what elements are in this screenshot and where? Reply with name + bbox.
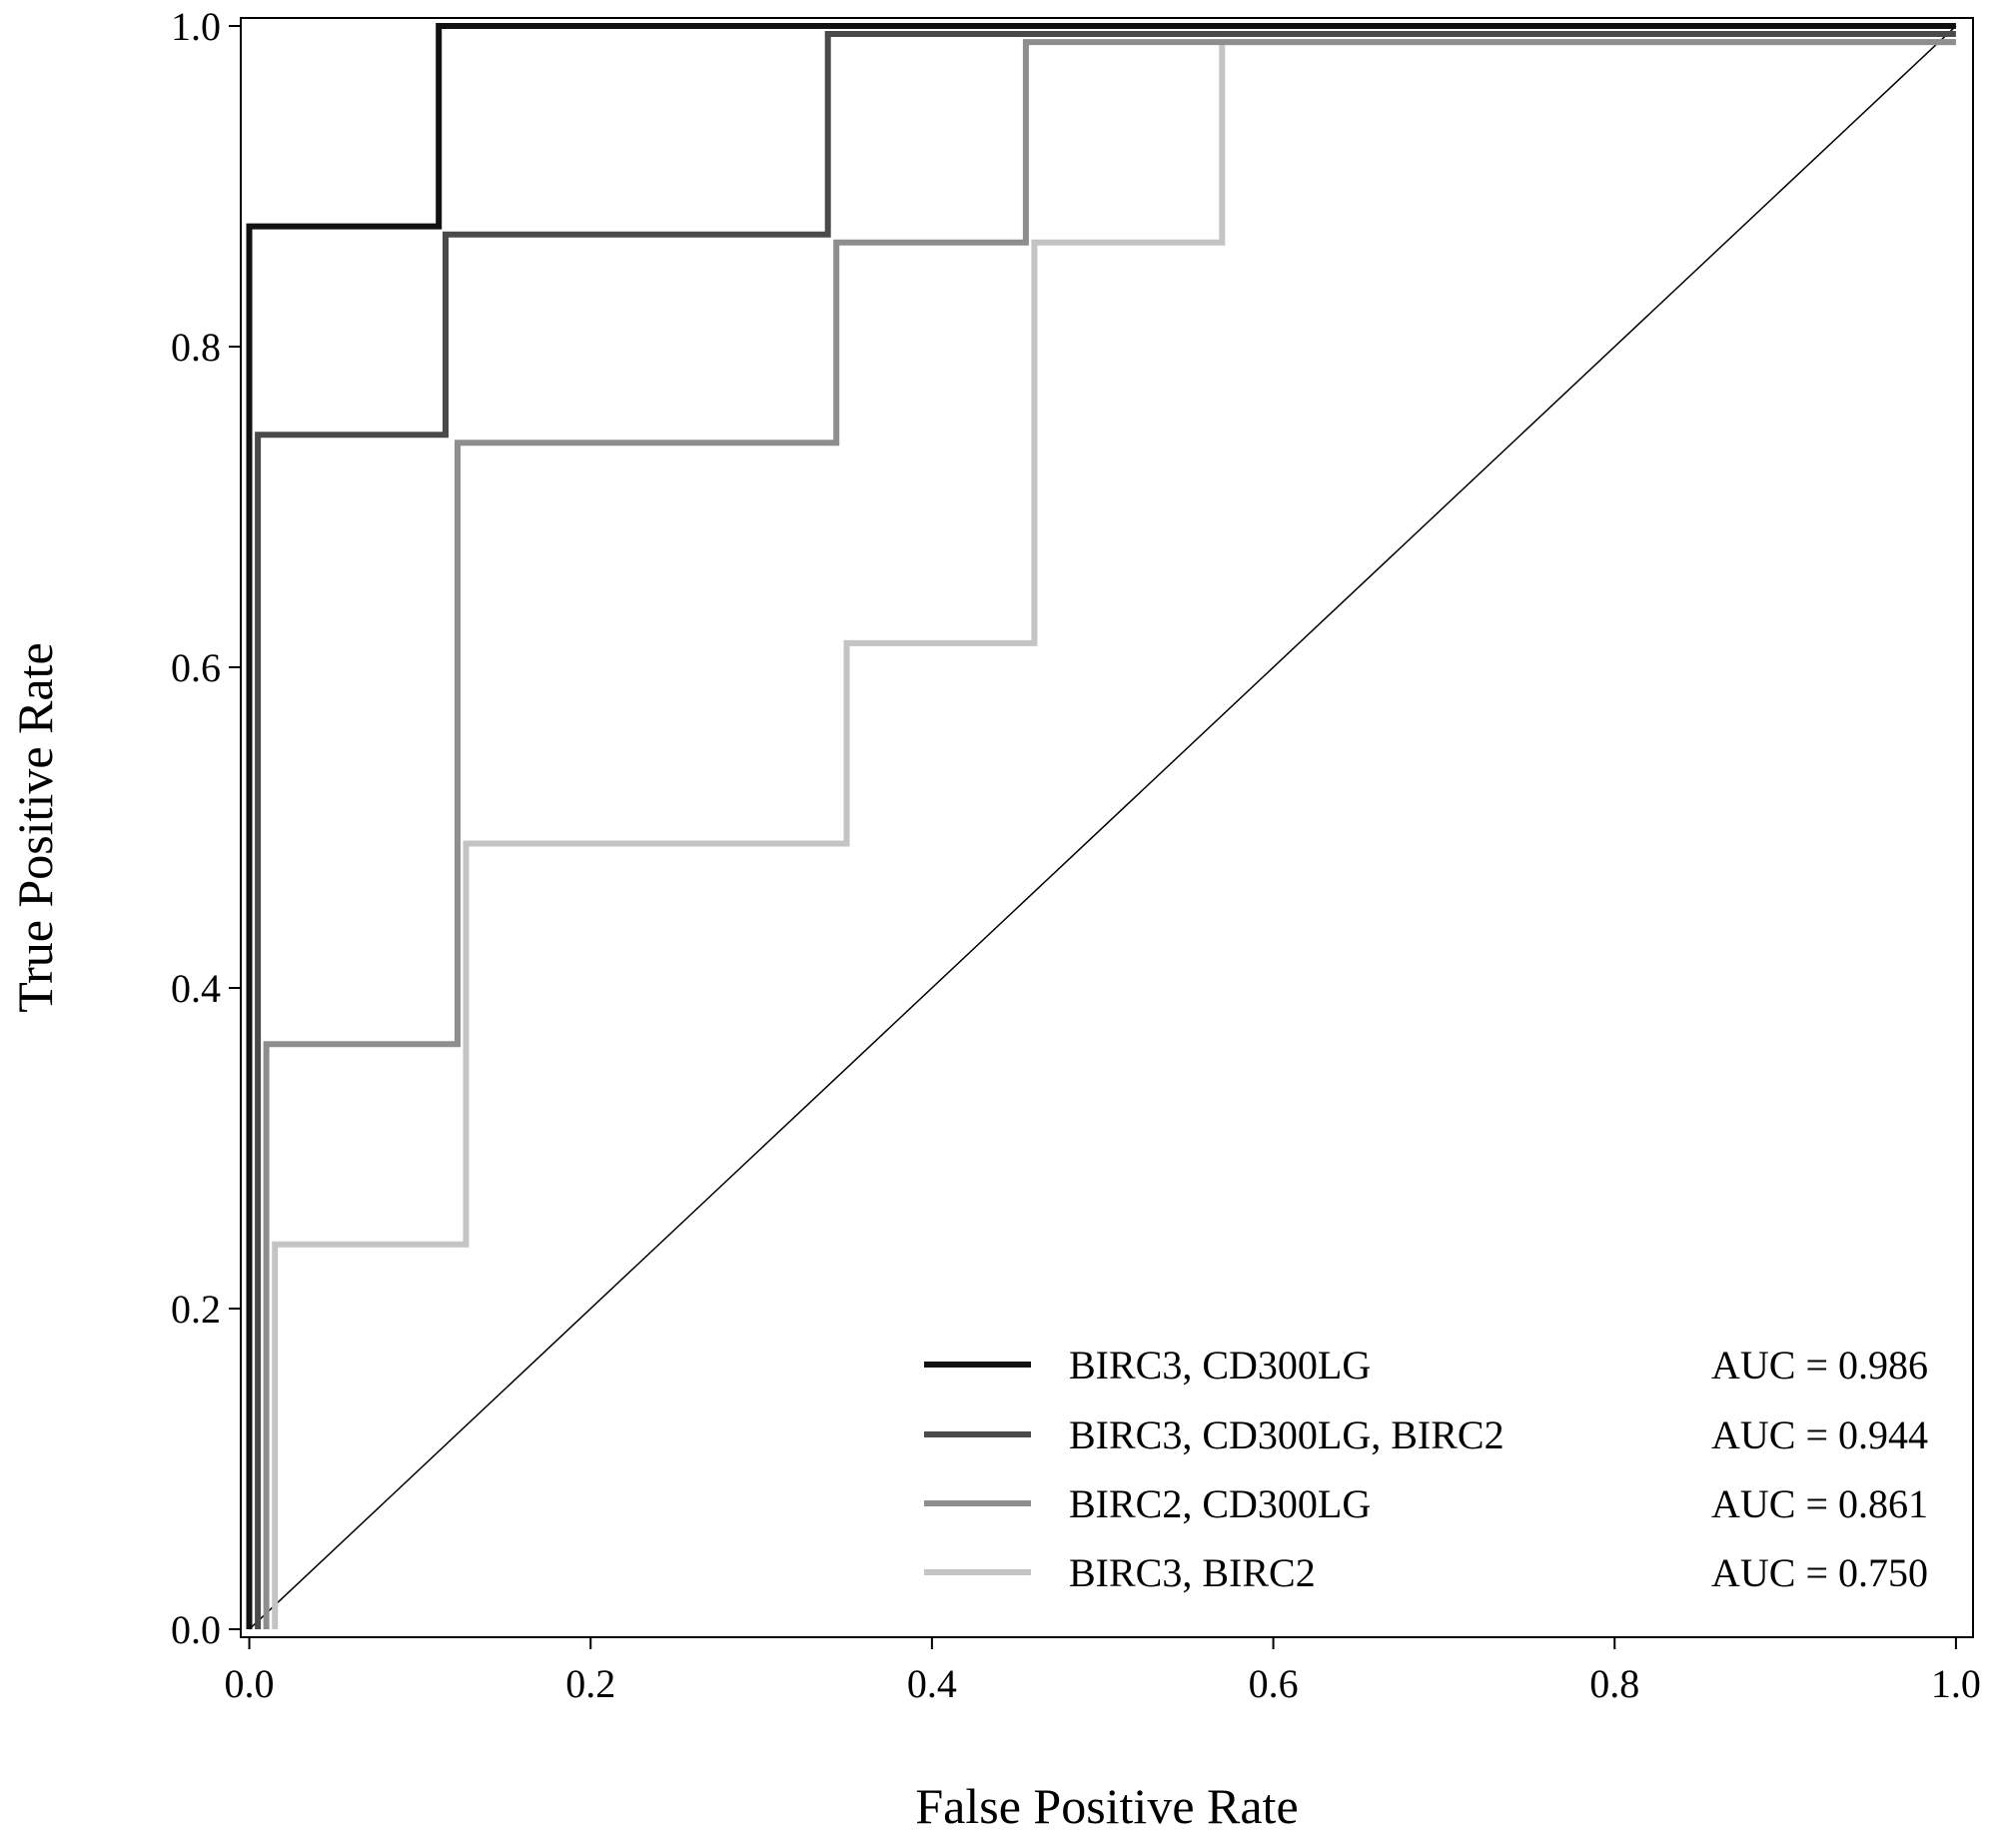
x-axis-title: False Positive Rate — [915, 1778, 1298, 1834]
y-tick-label: 1.0 — [171, 4, 221, 49]
legend-label-2: BIRC3, CD300LG, BIRC2 — [1069, 1412, 1504, 1457]
y-tick-label: 0.6 — [171, 645, 221, 690]
y-axis-title: True Positive Rate — [7, 642, 63, 1012]
legend-label-1: BIRC3, CD300LG — [1069, 1343, 1371, 1387]
plot-area — [246, 23, 1957, 1630]
x-tick-label: 1.0 — [1931, 1661, 1981, 1706]
y-tick-label: 0.0 — [171, 1607, 221, 1652]
legend: BIRC3, CD300LG AUC = 0.986 BIRC3, CD300LG,… — [924, 1343, 1928, 1595]
plot-frame — [240, 17, 1974, 1638]
x-tick-label: 0.8 — [1589, 1661, 1639, 1706]
legend-label-4: BIRC3, BIRC2 — [1069, 1550, 1316, 1595]
x-tick-label: 0.4 — [907, 1661, 957, 1706]
legend-auc-2: AUC = 0.944 — [1711, 1412, 1928, 1457]
y-axis: 0.0 0.2 0.4 0.6 0.8 1.0 — [171, 4, 241, 1652]
x-tick-label: 0.0 — [225, 1661, 275, 1706]
series-line-4 — [272, 39, 1956, 1629]
legend-auc-1: AUC = 0.986 — [1711, 1343, 1928, 1387]
legend-auc-3: AUC = 0.861 — [1711, 1481, 1928, 1526]
y-tick-label: 0.8 — [171, 325, 221, 370]
y-tick-label: 0.4 — [171, 966, 221, 1011]
legend-label-3: BIRC2, CD300LG — [1069, 1481, 1371, 1526]
y-tick-label: 0.2 — [171, 1287, 221, 1332]
reference-diagonal-line — [249, 25, 1957, 1630]
series-line-2 — [255, 31, 1956, 1629]
x-axis: 0.0 0.2 0.4 0.6 0.8 1.0 — [225, 1637, 1981, 1706]
x-tick-label: 0.6 — [1249, 1661, 1299, 1706]
legend-auc-4: AUC = 0.750 — [1711, 1550, 1928, 1595]
series-line-3 — [263, 39, 1956, 1629]
x-tick-label: 0.2 — [565, 1661, 615, 1706]
series-line-1 — [246, 23, 1956, 1629]
